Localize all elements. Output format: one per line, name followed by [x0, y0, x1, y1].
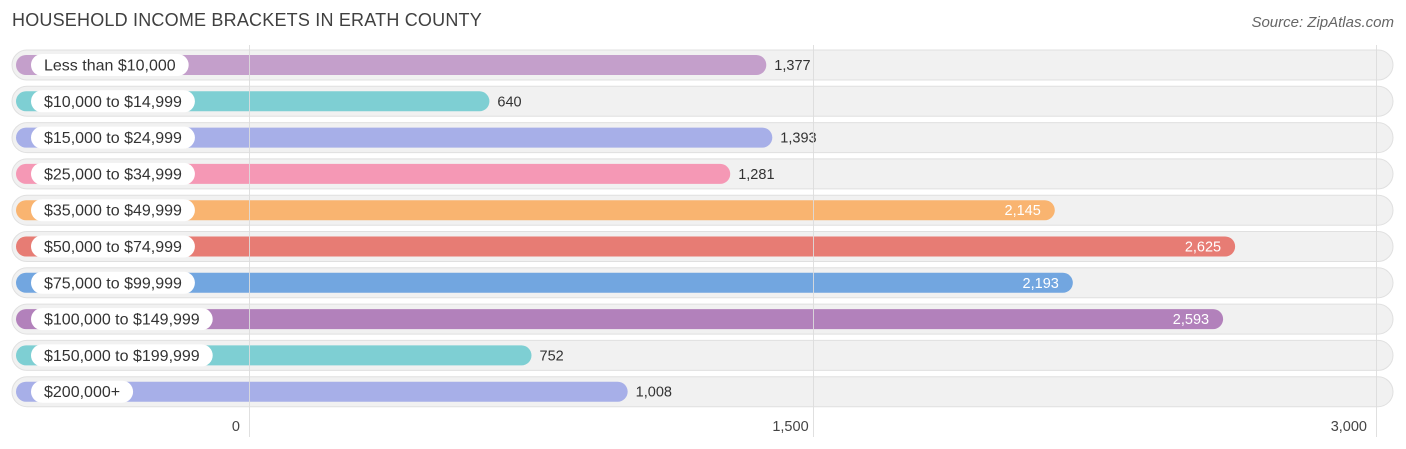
- bar: [16, 272, 1073, 293]
- value-label: 2,193: [1023, 276, 1059, 292]
- bar-row: $100,000 to $149,999 2,593: [11, 303, 1394, 335]
- bar: [16, 236, 1236, 257]
- bar: [16, 200, 1055, 221]
- bar: [16, 309, 1224, 330]
- category-label-pill: [31, 344, 213, 367]
- bar: [16, 163, 731, 184]
- value-label: 2,593: [1173, 312, 1209, 328]
- bar-row: $50,000 to $74,999 2,625: [11, 231, 1394, 262]
- value-label: 752: [540, 348, 564, 364]
- value-label: 1,008: [636, 385, 672, 401]
- bar-row: $25,000 to $34,999 1,281: [11, 158, 1394, 190]
- value-label: 640: [497, 94, 521, 110]
- tick-label: 0: [232, 419, 240, 435]
- category-label-pill: [31, 271, 195, 294]
- bar-row: $35,000 to $49,999 2,145: [11, 194, 1394, 226]
- tick-label: 3,000: [1331, 419, 1367, 435]
- tick-label: 1,500: [772, 419, 808, 435]
- category-label: Less than $10,000: [44, 58, 176, 75]
- value-label: 1,377: [774, 58, 810, 74]
- category-label-pill: [31, 380, 134, 403]
- bar-row: $150,000 to $199,999 752: [11, 339, 1394, 371]
- bar: [16, 55, 767, 75]
- category-label: $15,000 to $24,999: [44, 130, 182, 147]
- value-label: 2,625: [1185, 240, 1221, 256]
- value-label: 1,393: [780, 131, 816, 147]
- bar-row: $15,000 to $24,999 1,393: [11, 122, 1394, 154]
- category-label: $50,000 to $74,999: [44, 239, 182, 256]
- category-label: $35,000 to $49,999: [44, 203, 182, 220]
- category-label: $75,000 to $99,999: [44, 275, 182, 292]
- category-label-pill: [31, 126, 195, 149]
- bar: [16, 127, 773, 148]
- bar-row: $200,000+ 1,008: [11, 376, 1394, 408]
- bar-row: $10,000 to $14,999 640: [11, 85, 1394, 117]
- source-credit: Source: ZipAtlas.com: [1251, 14, 1394, 31]
- bar-row: Less than $10,000 1,377: [11, 49, 1394, 81]
- bar: [16, 381, 628, 402]
- category-label-pill: [31, 235, 195, 258]
- category-label-pill: [31, 90, 195, 113]
- category-label: $25,000 to $34,999: [44, 166, 182, 183]
- category-label-pill: [31, 162, 195, 185]
- bar-row: $75,000 to $99,999 2,193: [11, 267, 1394, 299]
- category-label-pill: [31, 54, 189, 76]
- category-label-pill: [31, 308, 213, 331]
- value-label: 2,145: [1005, 203, 1041, 219]
- category-label: $150,000 to $199,999: [44, 348, 200, 365]
- category-label-pill: [31, 199, 195, 222]
- category-label: $100,000 to $149,999: [44, 312, 200, 329]
- category-label: $10,000 to $14,999: [44, 94, 182, 111]
- chart-title: HOUSEHOLD INCOME BRACKETS IN ERATH COUNT…: [12, 10, 482, 30]
- value-label: 1,281: [738, 167, 774, 183]
- category-label: $200,000+: [44, 384, 120, 401]
